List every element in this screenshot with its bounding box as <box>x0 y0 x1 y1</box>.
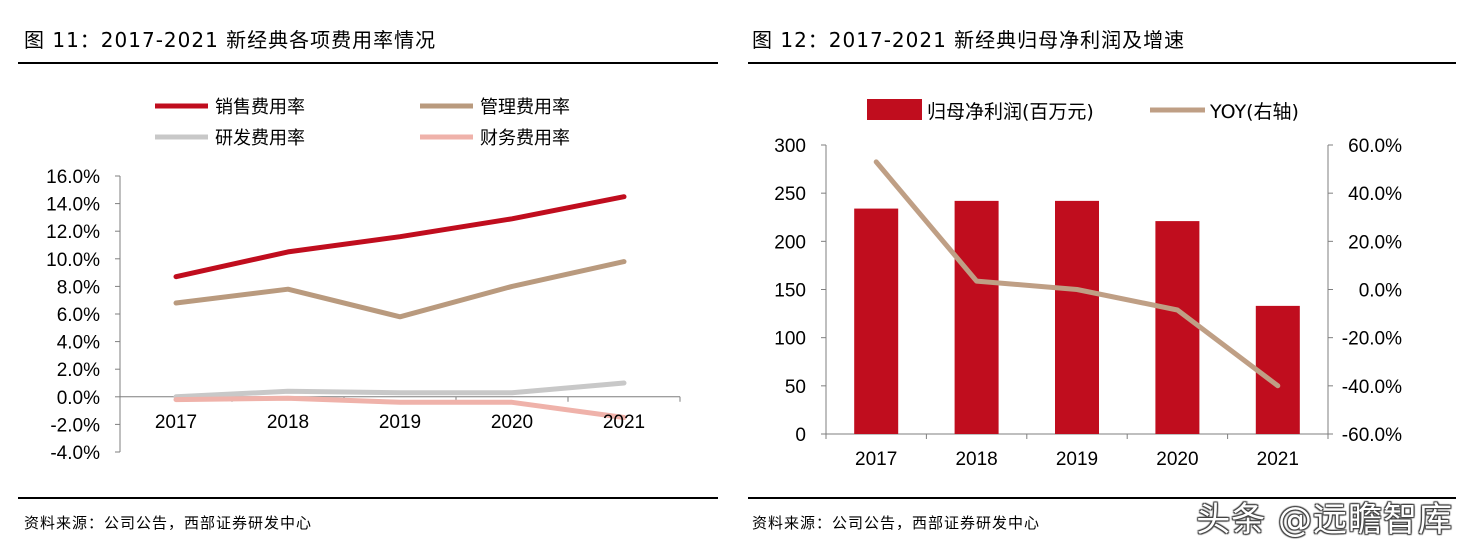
data-point <box>175 302 177 304</box>
bar-2020 <box>1155 221 1200 434</box>
data-point <box>287 251 289 253</box>
right-source-note: 资料来源：公司公告，西部证券研发中心 <box>752 514 1041 532</box>
left-y-tick-label: 300 <box>774 136 806 157</box>
x-tick-label: 2019 <box>1056 449 1098 470</box>
legend-swatch-bar <box>867 99 922 120</box>
right-y-tick-label: 0.0% <box>1359 281 1402 302</box>
x-tick-label: 2018 <box>267 412 309 433</box>
data-point <box>175 396 177 398</box>
y-tick-label: 0.0% <box>57 388 100 409</box>
right-y-tick-label: -60.0% <box>1342 425 1402 446</box>
yoy-point <box>1277 385 1279 387</box>
right-figure-title: 图 12：2017-2021 新经典归母净利润及增速 <box>752 28 1186 52</box>
x-tick-label: 2020 <box>491 412 533 433</box>
data-point <box>399 401 401 403</box>
y-tick-label: 2.0% <box>57 360 100 381</box>
y-tick-label: 12.0% <box>46 222 100 243</box>
y-tick-label: 6.0% <box>57 305 100 326</box>
right-y-tick-label: 40.0% <box>1348 184 1402 205</box>
x-tick-label: 2019 <box>379 412 421 433</box>
data-point <box>623 382 625 384</box>
y-tick-label: 16.0% <box>46 167 100 188</box>
y-tick-label: -4.0% <box>50 443 100 464</box>
legend-label-3: 研发费用率 <box>215 128 305 149</box>
net-profit-chart: 归母净利润(百万元) YOY(右轴) 300 250 200 150 100 50 0 60.0%… <box>774 99 1402 470</box>
legend-label-2: 管理费用率 <box>480 97 570 118</box>
right-top-rule <box>748 62 1456 64</box>
data-point <box>399 236 401 238</box>
legend-label-1: 销售费用率 <box>215 97 305 118</box>
legend-label-bar: 归母净利润(百万元) <box>927 101 1094 123</box>
bar-2021 <box>1255 305 1300 434</box>
x-tick-label: 2020 <box>1156 449 1198 470</box>
data-point <box>175 399 177 401</box>
left-figure-title: 图 11：2017-2021 新经典各项费用率情况 <box>24 28 437 52</box>
left-panel: 图 11：2017-2021 新经典各项费用率情况 销售费用率 管理费用率研发费用… <box>0 0 730 549</box>
data-point <box>511 392 513 394</box>
data-point <box>511 285 513 287</box>
legend-label-line: YOY(右轴) <box>1209 101 1299 123</box>
x-tick-label: 2017 <box>155 412 197 433</box>
left-y-tick-label: 50 <box>785 377 806 398</box>
right-bottom-rule <box>748 497 1456 499</box>
y-tick-label: 8.0% <box>57 277 100 298</box>
data-point <box>399 392 401 394</box>
left-y-tick-label: 100 <box>774 329 806 350</box>
x-tick-label: 2018 <box>955 449 997 470</box>
right-y-tick-label: 20.0% <box>1348 232 1402 253</box>
data-point <box>287 288 289 290</box>
data-point <box>623 196 625 198</box>
yoy-point <box>875 161 877 163</box>
legend-label-4: 财务费用率 <box>480 128 570 149</box>
data-point <box>511 218 513 220</box>
series-line-3 <box>173 380 627 400</box>
bar-2017 <box>854 208 899 434</box>
y-tick-label: 4.0% <box>57 333 100 354</box>
x-tick-label: 2017 <box>855 449 897 470</box>
x-tick-label: 2021 <box>603 412 645 433</box>
y-tick-label: -2.0% <box>50 415 100 436</box>
y-tick-label: 10.0% <box>46 250 100 271</box>
series-line-2 <box>173 259 627 320</box>
left-y-tick-label: 0 <box>795 425 806 446</box>
left-bottom-rule <box>18 497 718 499</box>
left-top-rule <box>18 62 718 64</box>
data-point <box>287 390 289 392</box>
bar-2019 <box>1055 200 1099 434</box>
data-point <box>623 261 625 263</box>
right-y-tick-label: 60.0% <box>1348 136 1402 157</box>
data-point <box>287 397 289 399</box>
bar-2018 <box>954 200 999 434</box>
left-y-tick-label: 150 <box>774 281 806 302</box>
right-panel: 图 12：2017-2021 新经典归母净利润及增速 归母净利润(百万元) YOY… <box>738 0 1467 549</box>
left-source-note: 资料来源：公司公告，西部证券研发中心 <box>24 514 313 532</box>
watermark: 头条 @远瞻智库 <box>1196 500 1453 540</box>
yoy-point <box>1176 309 1178 311</box>
right-y-tick-label: -20.0% <box>1342 329 1402 350</box>
data-point <box>399 316 401 318</box>
data-point <box>175 276 177 278</box>
data-point <box>623 417 625 418</box>
left-y-tick-label: 250 <box>774 184 806 205</box>
yoy-point <box>976 280 978 282</box>
yoy-point <box>1076 289 1078 290</box>
left-y-tick-label: 200 <box>774 232 806 253</box>
y-tick-label: 14.0% <box>46 195 100 216</box>
right-y-tick-label: -40.0% <box>1342 377 1402 398</box>
x-tick-label: 2021 <box>1257 449 1299 470</box>
data-point <box>511 401 513 403</box>
